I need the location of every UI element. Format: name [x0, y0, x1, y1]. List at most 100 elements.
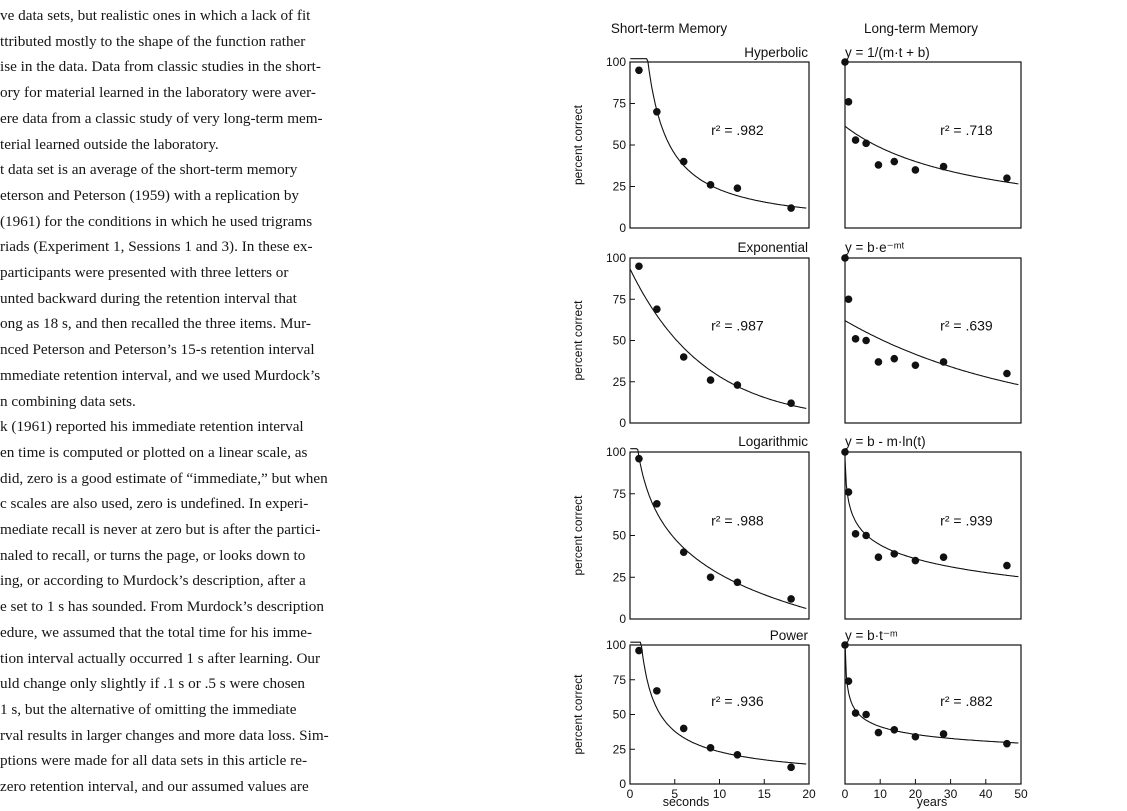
data-point: [890, 354, 899, 363]
data-point: [844, 98, 853, 106]
text-line: en time is computed or plotted on a line…: [0, 443, 308, 461]
model-equation-label: y = 1/(m·t + b): [845, 45, 930, 60]
data-point: [939, 358, 948, 366]
text-line: terial learned outside the laboratory.: [0, 135, 219, 153]
x-tick-label: 15: [758, 787, 772, 801]
y-tick-label: 75: [613, 673, 627, 687]
x-tick-label: 20: [802, 787, 816, 801]
text-line: t data set is an average of the short-te…: [0, 161, 298, 179]
x-tick-label: 10: [713, 787, 727, 801]
data-point: [706, 744, 715, 752]
data-point: [653, 305, 661, 313]
y-tick-label: 25: [613, 375, 627, 389]
plot-frame: [629, 61, 810, 229]
fit-curve: [630, 448, 807, 610]
x-tick-label: 30: [944, 787, 958, 801]
plot-frame: [844, 451, 1022, 620]
data-point: [706, 181, 715, 189]
data-point: [787, 204, 795, 212]
data-point: [874, 161, 883, 169]
y-axis-label: percent correct: [571, 300, 585, 381]
text-line: ptions were made for all data sets in th…: [0, 752, 308, 770]
data-point: [733, 578, 742, 587]
text-line: c scales are also used, zero is undefine…: [0, 495, 309, 513]
data-point: [679, 353, 688, 361]
data-point: [1003, 369, 1011, 378]
data-point: [911, 732, 920, 741]
model-name-label: Power: [770, 628, 809, 643]
r-squared-label: r² = .936: [711, 693, 764, 709]
data-point: [862, 531, 870, 540]
data-point: [706, 376, 715, 384]
y-tick-label: 75: [613, 292, 627, 306]
y-tick-label: 0: [619, 416, 626, 430]
r-squared-label: r² = .639: [940, 318, 993, 334]
text-line: zero retention interval, and our assumed…: [0, 778, 309, 795]
y-tick-label: 75: [613, 487, 627, 501]
text-line: (1961) for the conditions in which he us…: [0, 212, 313, 230]
x-axis-label-seconds: seconds: [663, 795, 710, 809]
data-point: [635, 454, 643, 463]
r-squared-label: r² = .939: [940, 512, 993, 528]
data-point: [1003, 561, 1011, 570]
plot-frame: [844, 644, 1022, 785]
data-point: [939, 730, 948, 738]
data-point: [841, 58, 849, 66]
model-equation-label: y = b·t⁻ᵐ: [845, 628, 898, 643]
data-point: [841, 641, 849, 649]
col-header-long-term: Long-term Memory: [864, 21, 978, 36]
x-tick-label: 0: [627, 787, 634, 801]
y-axis-label: percent correct: [571, 495, 585, 576]
y-tick-label: 100: [606, 445, 626, 459]
data-point: [890, 725, 899, 734]
y-tick-label: 25: [613, 570, 627, 584]
y-tick-label: 100: [606, 638, 626, 652]
data-point: [635, 66, 643, 75]
x-tick-label: 20: [909, 787, 923, 801]
text-line: ong as 18 s, and then recalled the three…: [0, 315, 311, 333]
text-line: uld change only slightly if .1 s or .5 s…: [0, 675, 305, 693]
y-axis-label: percent correct: [571, 104, 585, 185]
data-point: [1003, 174, 1011, 182]
data-point: [635, 262, 643, 271]
data-point: [874, 553, 883, 562]
y-tick-label: 0: [619, 221, 626, 235]
text-line: mediate recall is never at zero but is a…: [0, 521, 321, 538]
y-tick-label: 100: [606, 251, 626, 265]
data-point: [844, 295, 853, 304]
data-point: [911, 556, 920, 565]
text-line: k (1961) reported his immediate retentio…: [0, 418, 304, 436]
text-line: 1 s, but the alternative of omitting the…: [0, 700, 297, 718]
text-line: naled to recall, or turns the page, or l…: [0, 546, 306, 564]
data-point: [653, 108, 661, 116]
text-line: participants were presented with three l…: [0, 264, 289, 281]
text-line: ing, or according to Murdock’s descripti…: [0, 572, 306, 590]
text-line: unted backward during the retention inte…: [0, 289, 297, 307]
data-point: [635, 646, 643, 655]
data-point: [679, 724, 688, 733]
text-line: eterson and Peterson (1959) with a repli…: [0, 186, 300, 204]
plot-frame: [629, 257, 810, 424]
data-point: [874, 358, 883, 366]
text-line: ory for material learned in the laborato…: [0, 84, 316, 102]
y-tick-label: 0: [619, 777, 626, 791]
x-tick-label: 5: [671, 787, 678, 801]
model-equation-label: y = b·e⁻ᵐᵗ: [845, 240, 905, 255]
text-line: did, zero is a good estimate of “immedia…: [0, 469, 328, 487]
x-tick-label: 0: [842, 787, 849, 801]
data-point: [733, 184, 742, 192]
data-point: [890, 550, 899, 558]
data-point: [787, 399, 795, 408]
y-tick-label: 50: [613, 334, 627, 348]
x-tick-label: 50: [1014, 787, 1028, 801]
plot-frame: [844, 257, 1022, 424]
y-tick-label: 75: [613, 97, 627, 111]
data-point: [679, 157, 688, 166]
text-line: e set to 1 s has sounded. From Murdock’s…: [0, 598, 324, 616]
r-squared-label: r² = .987: [711, 318, 764, 334]
x-tick-label: 10: [874, 787, 888, 801]
data-point: [653, 687, 661, 695]
data-point: [733, 751, 742, 759]
text-line: ere data from a classic study of very lo…: [0, 109, 323, 127]
text-line: tion interval actually occurred 1 s afte…: [0, 649, 321, 667]
